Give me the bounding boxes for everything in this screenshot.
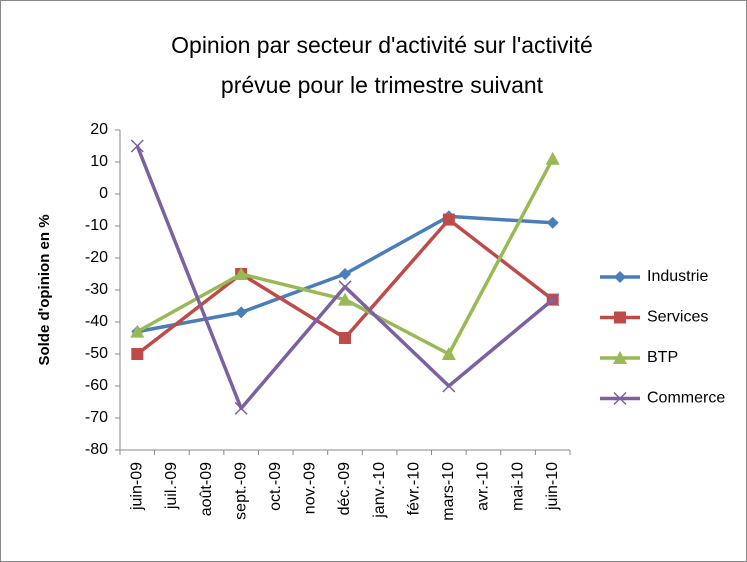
legend-label: BTP bbox=[647, 349, 678, 366]
marker bbox=[613, 351, 627, 364]
y-tick-label: -40 bbox=[85, 313, 108, 330]
y-tick-label: -80 bbox=[85, 441, 108, 458]
legend-label: Services bbox=[647, 309, 708, 326]
marker bbox=[614, 271, 626, 283]
marker bbox=[130, 139, 144, 153]
marker bbox=[338, 280, 352, 294]
x-tick-label: mai-10 bbox=[509, 462, 526, 511]
legend-label: Industrie bbox=[647, 268, 708, 285]
marker bbox=[131, 348, 144, 360]
marker bbox=[442, 379, 456, 393]
y-tick-label: -50 bbox=[85, 345, 108, 362]
x-tick-label: mars-10 bbox=[440, 462, 457, 521]
x-tick-label: oct.-09 bbox=[267, 462, 284, 511]
y-tick-label: -30 bbox=[85, 281, 108, 298]
x-tick-label: juin-10 bbox=[544, 462, 561, 511]
x-tick-label: déc.-09 bbox=[336, 462, 353, 515]
marker bbox=[441, 347, 456, 360]
y-tick-label: -60 bbox=[85, 377, 108, 394]
marker bbox=[546, 293, 560, 307]
y-axis-label: Solde d'opinion en % bbox=[36, 214, 53, 365]
marker bbox=[442, 213, 455, 226]
y-tick-label: 0 bbox=[99, 185, 108, 202]
marker bbox=[339, 268, 351, 280]
y-tick-label: 20 bbox=[90, 121, 108, 138]
marker bbox=[235, 306, 248, 319]
legend-label: Commerce bbox=[647, 390, 725, 407]
y-tick-label: -20 bbox=[85, 249, 108, 266]
chart-title: Opinion par secteur d'activité sur l'act… bbox=[171, 32, 593, 58]
x-tick-label: nov.-09 bbox=[302, 462, 319, 514]
y-tick-label: -10 bbox=[85, 217, 108, 234]
marker bbox=[234, 401, 248, 415]
x-tick-label: févr.-10 bbox=[405, 462, 422, 515]
marker bbox=[130, 324, 145, 338]
y-tick-label: 10 bbox=[90, 153, 108, 170]
marker bbox=[234, 267, 249, 280]
x-tick-label: juil.-09 bbox=[163, 462, 180, 510]
x-tick-label: avr.-10 bbox=[475, 462, 492, 511]
y-tick-label: -70 bbox=[85, 409, 108, 426]
chart-title: prévue pour le trimestre suivant bbox=[221, 72, 544, 98]
x-tick-label: janv.-10 bbox=[371, 462, 388, 519]
marker bbox=[613, 391, 627, 406]
marker bbox=[546, 216, 559, 229]
x-tick-label: août-09 bbox=[198, 462, 215, 516]
marker bbox=[339, 332, 351, 344]
x-tick-label: sept.-09 bbox=[232, 462, 249, 520]
marker bbox=[545, 151, 560, 165]
marker bbox=[338, 292, 352, 306]
marker bbox=[614, 311, 626, 324]
x-tick-label: juin-09 bbox=[129, 462, 146, 511]
